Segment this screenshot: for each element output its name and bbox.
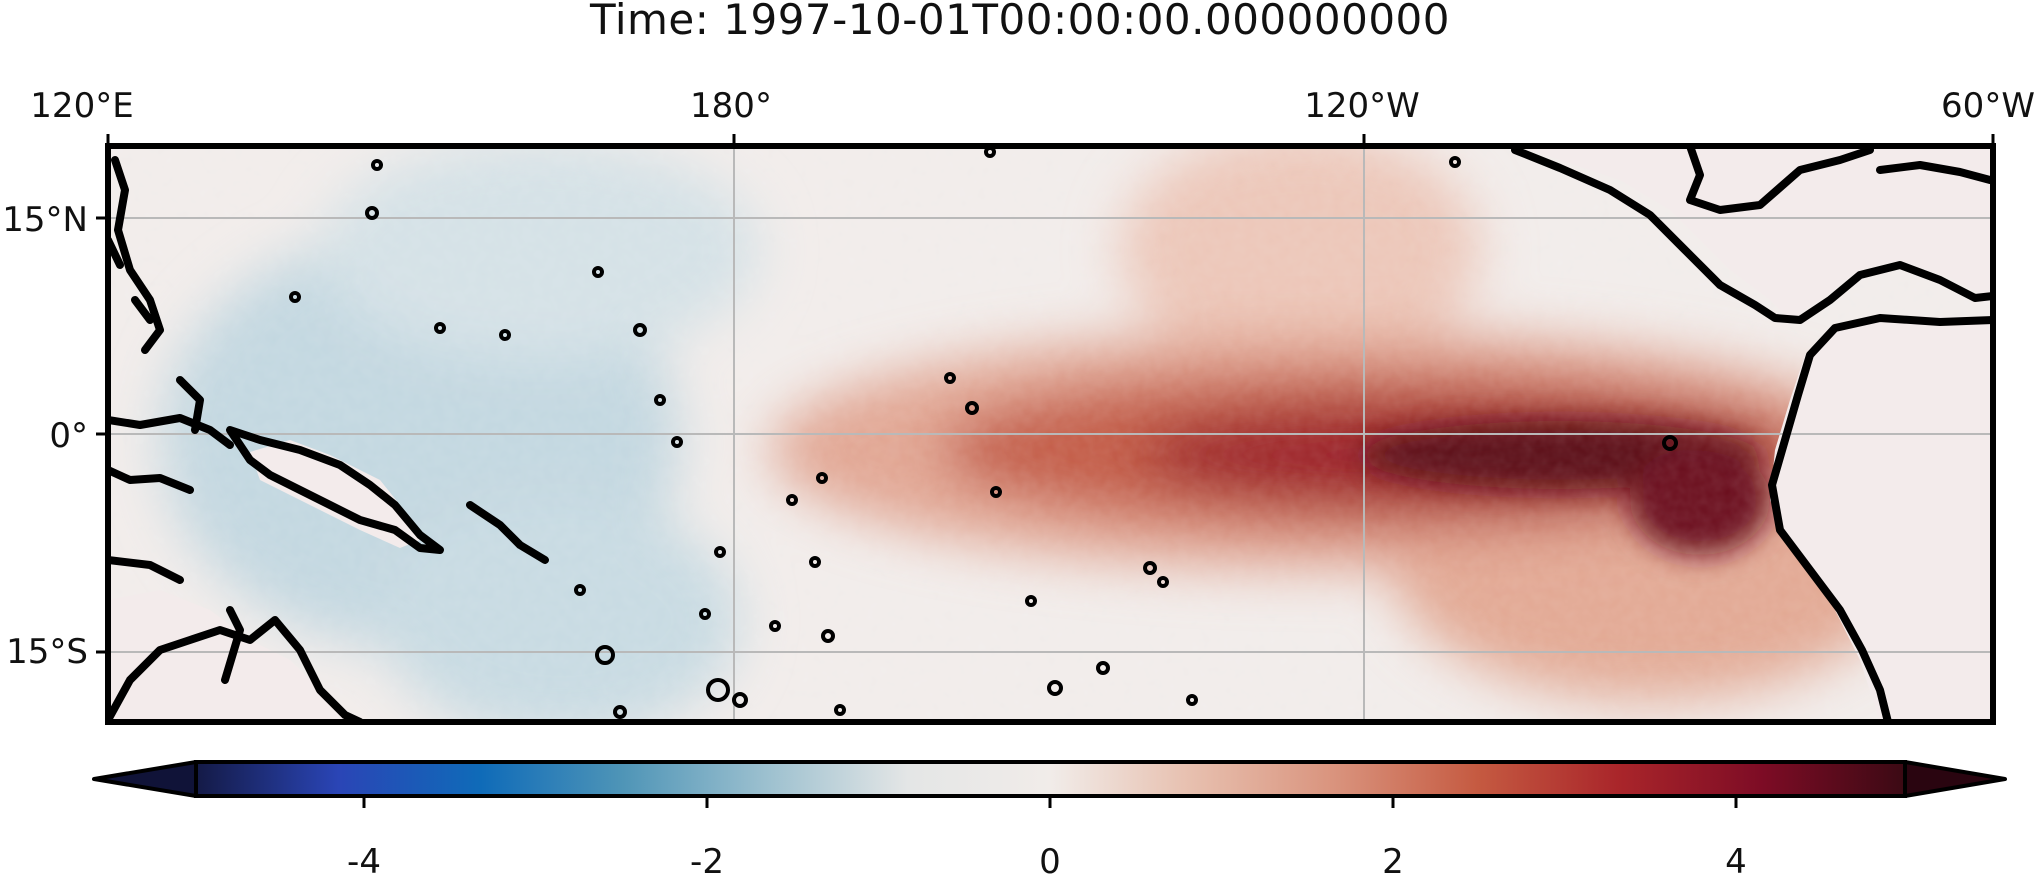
lat-label-15s: 15°S [6, 632, 88, 672]
island [714, 546, 726, 558]
island [1025, 595, 1037, 607]
island [595, 645, 615, 665]
island [1096, 661, 1110, 675]
island [944, 372, 956, 384]
coastline-caribbean [1876, 161, 1993, 184]
island [1449, 156, 1461, 168]
coastline-new-guinea [226, 426, 444, 554]
lat-label-0: 0° [49, 416, 88, 456]
colorbar-tick-label-2: 2 [1382, 842, 1404, 882]
map-title: Time: 1997-10-01T00:00:00.000000000 [589, 0, 1450, 44]
island [434, 322, 446, 334]
coastline-indonesia [108, 376, 234, 584]
colorbar-tick-label-4: 4 [1725, 842, 1747, 882]
island [1662, 435, 1678, 451]
lat-label-15n: 15°N [2, 200, 88, 240]
island [834, 704, 846, 716]
coastline-australia [108, 606, 364, 722]
island [671, 436, 683, 448]
central-america-land [1515, 146, 1993, 320]
island [699, 608, 711, 620]
island [809, 556, 821, 568]
island [289, 291, 301, 303]
island [816, 472, 828, 484]
island [613, 705, 627, 719]
colorbar-body [194, 760, 1907, 798]
island [365, 206, 379, 220]
colorbar [92, 760, 2007, 808]
colorbar-tick-label-neg2: -2 [690, 842, 724, 882]
gridlines [108, 146, 1993, 722]
island [654, 394, 666, 406]
coastline-solomon [466, 501, 549, 564]
island [1157, 576, 1169, 588]
colorbar-extend-low [92, 760, 198, 798]
island [706, 678, 730, 702]
island [592, 266, 604, 278]
south-america-land [1770, 320, 1993, 722]
island [769, 620, 781, 632]
coastlines [108, 146, 1993, 722]
lon-ticks [106, 134, 1995, 146]
island [732, 692, 748, 708]
lat-ticks [96, 216, 108, 654]
island [786, 494, 798, 506]
island [990, 486, 1002, 498]
island [574, 584, 586, 596]
colorbar-tick-label-0: 0 [1039, 842, 1061, 882]
island [1047, 680, 1063, 696]
island [821, 629, 835, 643]
island [965, 401, 979, 415]
island [371, 159, 383, 171]
colorbar-extend-high [1903, 760, 2007, 798]
island-markers [289, 146, 1678, 719]
colorbar-tick-label-neg4: -4 [347, 842, 381, 882]
coastline-mexico-north [1686, 146, 1874, 214]
lon-label-60w: 60°W [1941, 86, 2035, 126]
island [1143, 561, 1157, 575]
colorbar-ticks [362, 796, 1738, 808]
lon-label-180: 180° [690, 86, 772, 126]
island [499, 329, 511, 341]
lon-label-120w: 120°W [1304, 86, 1420, 126]
lon-label-120e: 120°E [30, 86, 134, 126]
island [1186, 694, 1198, 706]
island [633, 323, 647, 337]
coastline-south-america [1768, 314, 1993, 722]
coastline-central-america [1511, 146, 1993, 324]
